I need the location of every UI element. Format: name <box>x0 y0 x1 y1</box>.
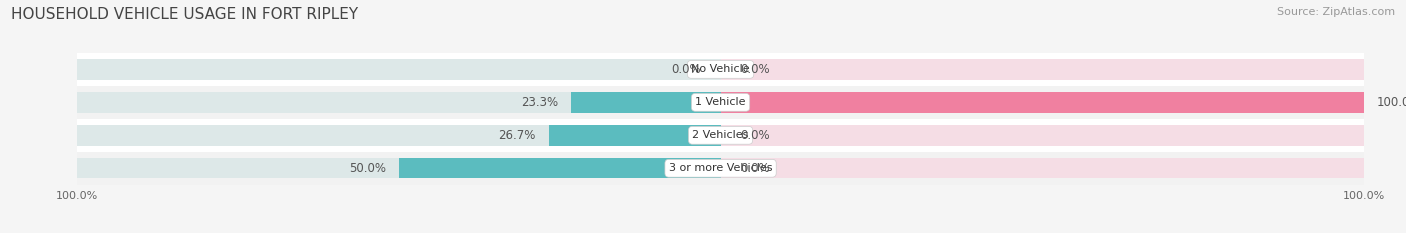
Text: 0.0%: 0.0% <box>672 63 702 76</box>
Text: 100.0%: 100.0% <box>1376 96 1406 109</box>
Bar <box>77 59 721 80</box>
Text: HOUSEHOLD VEHICLE USAGE IN FORT RIPLEY: HOUSEHOLD VEHICLE USAGE IN FORT RIPLEY <box>11 7 359 22</box>
Bar <box>77 86 1364 119</box>
Bar <box>77 152 1364 185</box>
Text: 0.0%: 0.0% <box>740 162 769 175</box>
Text: 2 Vehicles: 2 Vehicles <box>692 130 749 140</box>
Bar <box>721 92 1364 113</box>
Bar <box>77 125 721 146</box>
Bar <box>77 92 721 113</box>
Bar <box>721 59 1364 80</box>
Bar <box>548 125 721 146</box>
Text: 50.0%: 50.0% <box>349 162 387 175</box>
Text: 23.3%: 23.3% <box>520 96 558 109</box>
Bar <box>721 125 1364 146</box>
Bar <box>571 92 721 113</box>
Text: 3 or more Vehicles: 3 or more Vehicles <box>669 163 772 173</box>
Text: No Vehicle: No Vehicle <box>692 64 749 74</box>
Text: 1 Vehicle: 1 Vehicle <box>696 97 745 107</box>
Bar <box>721 158 1364 178</box>
Bar <box>399 158 721 178</box>
Text: 0.0%: 0.0% <box>740 63 769 76</box>
Bar <box>721 92 1364 113</box>
Text: 26.7%: 26.7% <box>499 129 536 142</box>
Bar <box>77 158 721 178</box>
Text: Source: ZipAtlas.com: Source: ZipAtlas.com <box>1277 7 1395 17</box>
Bar <box>77 53 1364 86</box>
Text: 0.0%: 0.0% <box>740 129 769 142</box>
Bar <box>77 119 1364 152</box>
